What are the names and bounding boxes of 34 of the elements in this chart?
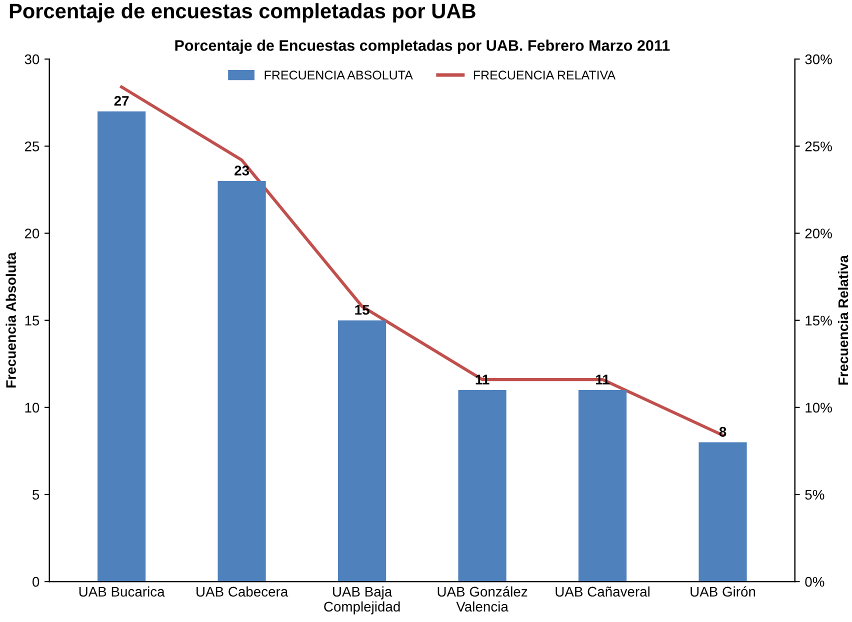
chart-title: Porcentaje de encuestas completadas por UAB [10,3,476,23]
legend-label: FRECUENCIA ABSOLUTA [264,70,413,80]
y-tick-label: 10 [25,402,40,413]
x-tick-label: UAB González Valencia [438,586,528,612]
y2-tick-label: 10% [806,402,832,413]
y-tick-label: 30 [24,54,40,64]
bar [218,181,266,582]
y2-tick-label: 0% [805,576,824,587]
data-label: 23 [234,166,250,176]
x-tick-label: UAB Cañaveral [556,586,650,597]
y-tick-label: 15 [25,316,40,326]
y2-axis-title: Frecuencia Relativa [838,255,848,385]
y2-tick-label: 25% [805,142,832,152]
x-tick-label: UAB Baja Complejidad [324,586,400,614]
x-tick-label: UAB Bucarica [79,586,165,597]
bar [98,111,146,582]
y2-tick-label: 15% [806,316,832,326]
chart-subtitle: Porcentaje de Encuestas completadas por UAB. Febrero Marzo 2011 [175,40,670,54]
bar [698,442,747,582]
legend-label: FRECUENCIA RELATIVA [474,70,616,80]
x-tick-label: UAB Girón [690,586,756,597]
y2-tick-label: 30% [805,54,832,64]
y2-tick-label: 20% [805,228,832,238]
bar [458,390,506,582]
y-tick-label: 25 [24,142,40,152]
y-axis-title: Frecuencia Absoluta [6,252,16,388]
y2-tick-label: 5% [805,490,824,500]
y-tick-label: 0 [32,576,40,587]
y-tick-label: 5 [32,490,40,500]
data-label: 27 [114,96,129,106]
x-tick-label: UAB Cabecera [196,586,288,597]
y-tick-label: 20 [24,228,40,238]
bar [578,390,627,582]
bar [338,320,386,582]
